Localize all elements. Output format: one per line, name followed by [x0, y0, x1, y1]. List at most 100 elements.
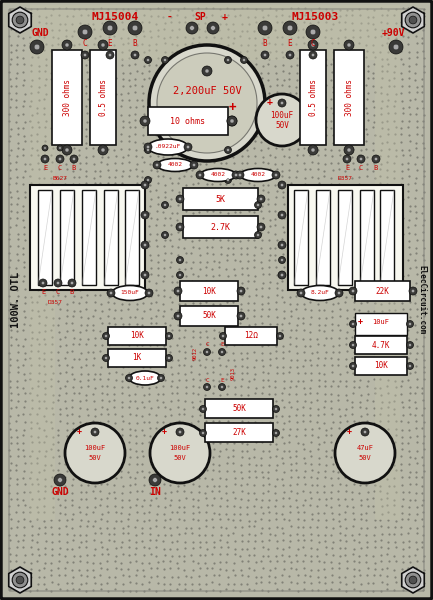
Point — [182, 12, 189, 22]
Point — [202, 579, 209, 589]
Circle shape — [287, 25, 293, 31]
Point — [229, 95, 236, 104]
Point — [328, 38, 335, 48]
Point — [343, 377, 349, 386]
Point — [336, 370, 343, 379]
Point — [6, 173, 13, 183]
Point — [166, 418, 173, 428]
Point — [421, 262, 428, 272]
Point — [76, 39, 83, 49]
Point — [293, 193, 300, 202]
Point — [48, 544, 55, 554]
Point — [75, 474, 82, 484]
Point — [195, 131, 202, 140]
Point — [36, 327, 43, 337]
Point — [342, 38, 349, 48]
Point — [392, 437, 399, 446]
Point — [167, 5, 174, 15]
Point — [153, 285, 160, 295]
Point — [231, 137, 238, 147]
Point — [224, 404, 231, 413]
Point — [292, 446, 299, 455]
Point — [385, 402, 391, 412]
Point — [133, 557, 140, 566]
Point — [266, 523, 273, 533]
Point — [140, 430, 147, 440]
Point — [57, 409, 64, 419]
Point — [118, 201, 125, 211]
Point — [398, 466, 405, 475]
Point — [364, 152, 371, 162]
Point — [209, 404, 216, 414]
Point — [420, 417, 427, 427]
Point — [181, 537, 188, 547]
Point — [216, 223, 223, 232]
Point — [84, 557, 90, 566]
Point — [246, 221, 252, 231]
Point — [103, 136, 110, 146]
Point — [21, 262, 28, 272]
Point — [162, 227, 169, 237]
Point — [181, 353, 188, 363]
Point — [8, 566, 15, 575]
Point — [188, 159, 195, 169]
Point — [407, 249, 414, 259]
Point — [69, 565, 76, 574]
Point — [83, 391, 90, 400]
Point — [153, 185, 160, 195]
Point — [49, 4, 56, 14]
Point — [329, 508, 336, 518]
Point — [330, 376, 336, 386]
Point — [117, 564, 124, 574]
Point — [343, 137, 350, 147]
Point — [377, 270, 384, 280]
Point — [203, 586, 210, 596]
Point — [194, 425, 201, 434]
Point — [231, 571, 238, 580]
Point — [162, 89, 168, 99]
Point — [97, 558, 104, 568]
Point — [209, 500, 216, 510]
Point — [230, 418, 237, 428]
Point — [421, 67, 428, 77]
Point — [279, 292, 286, 302]
Point — [180, 409, 187, 419]
Point — [287, 17, 294, 26]
Point — [84, 369, 91, 379]
Point — [111, 53, 118, 63]
Point — [351, 313, 358, 322]
Point — [138, 199, 145, 209]
Point — [204, 466, 210, 475]
Point — [133, 299, 140, 309]
Point — [13, 432, 20, 442]
Point — [118, 214, 125, 223]
Point — [400, 340, 407, 349]
Point — [28, 346, 35, 356]
Point — [110, 32, 117, 41]
Point — [202, 494, 209, 503]
Point — [336, 584, 343, 593]
Point — [48, 255, 55, 265]
Point — [271, 382, 278, 392]
Point — [308, 509, 315, 519]
Point — [41, 425, 48, 434]
Point — [91, 272, 98, 281]
Point — [362, 327, 369, 337]
Point — [313, 263, 320, 273]
Point — [173, 103, 180, 112]
Point — [294, 235, 301, 245]
Point — [145, 544, 152, 553]
Point — [20, 40, 27, 50]
Point — [313, 347, 320, 357]
Point — [288, 563, 294, 573]
Point — [29, 283, 36, 293]
Point — [246, 563, 252, 572]
Point — [41, 572, 48, 582]
Point — [344, 150, 351, 160]
Point — [132, 102, 139, 112]
Point — [84, 481, 91, 490]
Point — [29, 143, 36, 152]
Point — [159, 397, 166, 407]
Point — [230, 558, 237, 568]
Point — [97, 40, 103, 49]
